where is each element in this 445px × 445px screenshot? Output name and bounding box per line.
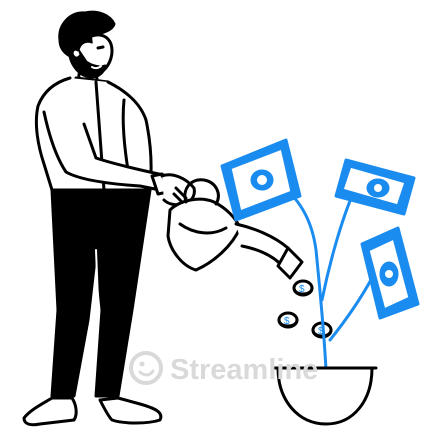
money-plant [280,184,374,372]
mouth [91,65,102,70]
eye [96,45,105,50]
arm [42,110,170,192]
plant-stem [328,276,374,342]
ear [70,47,82,60]
dollar-sign: $ [299,284,305,295]
can-rose [276,246,304,280]
dollar-bills [220,138,420,320]
dollar-bill [360,226,420,320]
pants-gap [95,249,99,301]
can-body [166,197,242,272]
pants [50,188,152,398]
watermark-logo-smile [138,369,155,377]
plant-pot [272,366,378,426]
watermark: Streamline [129,351,318,386]
plant-stem [320,194,354,302]
bill-seal-center [374,184,382,192]
can-handle [183,178,220,206]
watermark-logo-eye [139,361,145,367]
dollar-bill [334,158,416,216]
coin-edge [311,328,333,338]
bill-seal-center [385,270,393,278]
pot-bowl [276,366,374,426]
man-figure [22,10,196,427]
face [90,33,114,76]
shirt-fold [121,98,130,172]
watermark-logo-icon [129,351,163,385]
can-seam [178,222,228,235]
watering-can [166,178,304,280]
plant-stem [280,184,328,372]
coin-edge [292,286,314,296]
dollar-sign: $ [284,316,290,327]
coin-edge [277,318,299,328]
right-shoe [98,396,163,425]
dollar-bill [220,138,302,222]
watermark-text: Streamline [170,354,318,386]
dollar-sign: $ [318,326,324,337]
left-shoe [22,396,78,427]
bill-seal-center [257,175,267,185]
